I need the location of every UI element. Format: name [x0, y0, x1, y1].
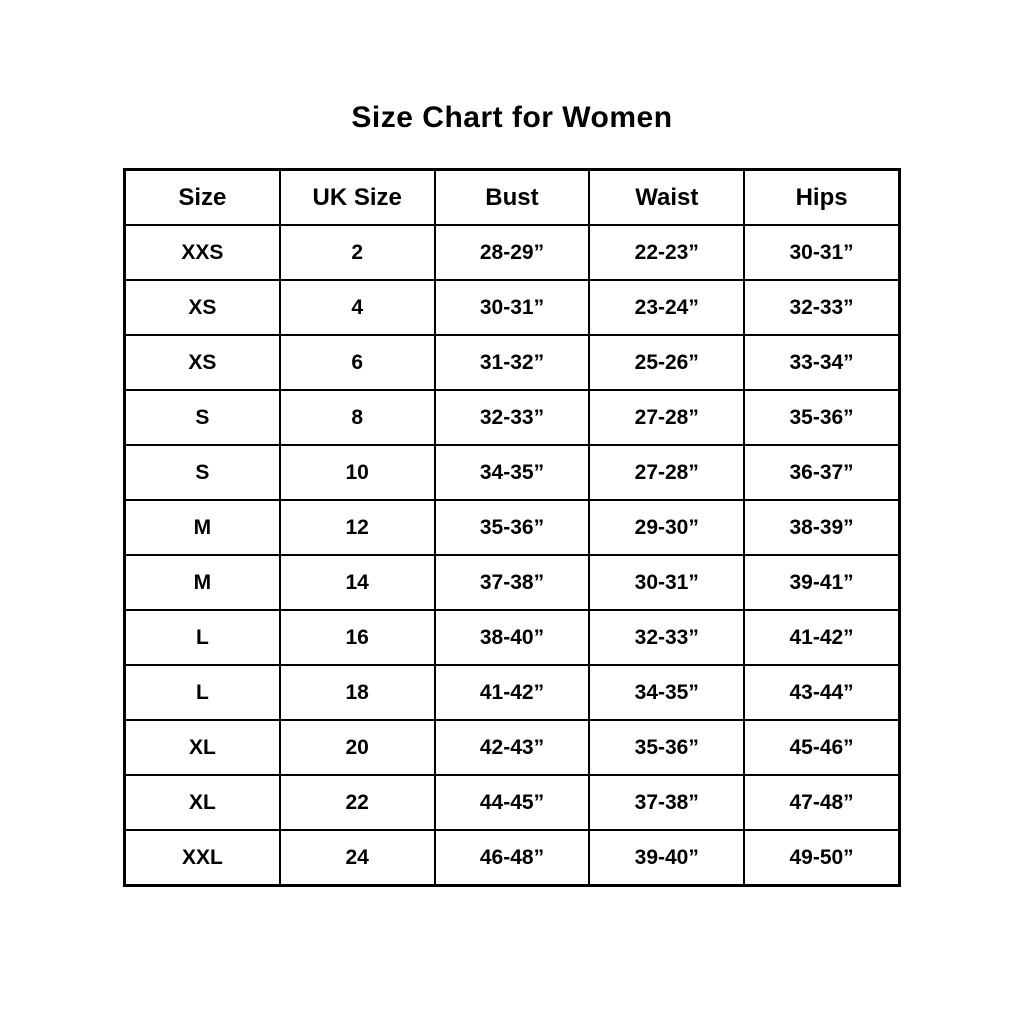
table-cell: 45-46”	[743, 719, 901, 776]
table-row: M 12 35-36” 29-30” 38-39”	[123, 499, 901, 556]
table-cell: 25-26”	[588, 334, 746, 391]
table-cell: 12	[278, 499, 436, 556]
table-cell: 22	[278, 774, 436, 831]
table-cell: 10	[278, 444, 436, 501]
table-cell: 35-36”	[588, 719, 746, 776]
table-cell: 37-38”	[433, 554, 591, 611]
table-row: XXL 24 46-48” 39-40” 49-50”	[123, 829, 901, 887]
table-cell: 43-44”	[743, 664, 901, 721]
table-cell: XS	[123, 334, 281, 391]
table-cell: 42-43”	[433, 719, 591, 776]
table-cell: 35-36”	[433, 499, 591, 556]
table-cell: 14	[278, 554, 436, 611]
column-header: Bust	[433, 168, 591, 226]
table-cell: 28-29”	[433, 224, 591, 281]
table-header-row: Size UK Size Bust Waist Hips	[123, 168, 901, 226]
table-cell: 27-28”	[588, 389, 746, 446]
table-head: Size UK Size Bust Waist Hips	[123, 168, 901, 226]
table-cell: M	[123, 554, 281, 611]
size-chart-table: Size UK Size Bust Waist Hips XXS 2 28-29” 22-23…	[123, 168, 901, 887]
table-row: XXS 2 28-29” 22-23” 30-31”	[123, 224, 901, 281]
table-row: L 16 38-40” 32-33” 41-42”	[123, 609, 901, 666]
table-cell: 37-38”	[588, 774, 746, 831]
page-title: Size Chart for Women	[351, 101, 673, 134]
table-cell: 44-45”	[433, 774, 591, 831]
table-cell: 41-42”	[743, 609, 901, 666]
table-cell: XL	[123, 774, 281, 831]
table-cell: 36-37”	[743, 444, 901, 501]
table-cell: 27-28”	[588, 444, 746, 501]
table-row: S 10 34-35” 27-28” 36-37”	[123, 444, 901, 501]
table-cell: 30-31”	[588, 554, 746, 611]
table-cell: L	[123, 664, 281, 721]
table-cell: 29-30”	[588, 499, 746, 556]
table-cell: 32-33”	[588, 609, 746, 666]
table-row: M 14 37-38” 30-31” 39-41”	[123, 554, 901, 611]
table-cell: 41-42”	[433, 664, 591, 721]
table-cell: XXS	[123, 224, 281, 281]
table-cell: 32-33”	[743, 279, 901, 336]
table-cell: S	[123, 444, 281, 501]
table-cell: M	[123, 499, 281, 556]
table-cell: 16	[278, 609, 436, 666]
table-cell: 32-33”	[433, 389, 591, 446]
table-cell: 8	[278, 389, 436, 446]
table-cell: 39-41”	[743, 554, 901, 611]
table-cell: 22-23”	[588, 224, 746, 281]
table-cell: 30-31”	[433, 279, 591, 336]
table-row: L 18 41-42” 34-35” 43-44”	[123, 664, 901, 721]
table-cell: 38-39”	[743, 499, 901, 556]
table-cell: 31-32”	[433, 334, 591, 391]
table-cell: 18	[278, 664, 436, 721]
table-cell: XL	[123, 719, 281, 776]
table-cell: 33-34”	[743, 334, 901, 391]
table-row: XS 6 31-32” 25-26” 33-34”	[123, 334, 901, 391]
table-cell: 30-31”	[743, 224, 901, 281]
table-cell: 39-40”	[588, 829, 746, 887]
column-header: Hips	[743, 168, 901, 226]
column-header: Size	[123, 168, 281, 226]
table-cell: 2	[278, 224, 436, 281]
table-cell: 34-35”	[588, 664, 746, 721]
table-cell: 35-36”	[743, 389, 901, 446]
table-row: S 8 32-33” 27-28” 35-36”	[123, 389, 901, 446]
table-body: XXS 2 28-29” 22-23” 30-31” XS 4 30-31” 23-24” 32-…	[123, 224, 901, 887]
table-cell: 20	[278, 719, 436, 776]
table-cell: 49-50”	[743, 829, 901, 887]
table-cell: 38-40”	[433, 609, 591, 666]
table-row: XL 22 44-45” 37-38” 47-48”	[123, 774, 901, 831]
table-cell: 47-48”	[743, 774, 901, 831]
column-header: Waist	[588, 168, 746, 226]
table-row: XS 4 30-31” 23-24” 32-33”	[123, 279, 901, 336]
table-cell: 34-35”	[433, 444, 591, 501]
table-cell: S	[123, 389, 281, 446]
table-row: XL 20 42-43” 35-36” 45-46”	[123, 719, 901, 776]
table-cell: 6	[278, 334, 436, 391]
table-cell: 24	[278, 829, 436, 887]
table-cell: 23-24”	[588, 279, 746, 336]
table-cell: XS	[123, 279, 281, 336]
table-cell: 46-48”	[433, 829, 591, 887]
column-header: UK Size	[278, 168, 436, 226]
table-cell: 4	[278, 279, 436, 336]
table-cell: L	[123, 609, 281, 666]
table-cell: XXL	[123, 829, 281, 887]
